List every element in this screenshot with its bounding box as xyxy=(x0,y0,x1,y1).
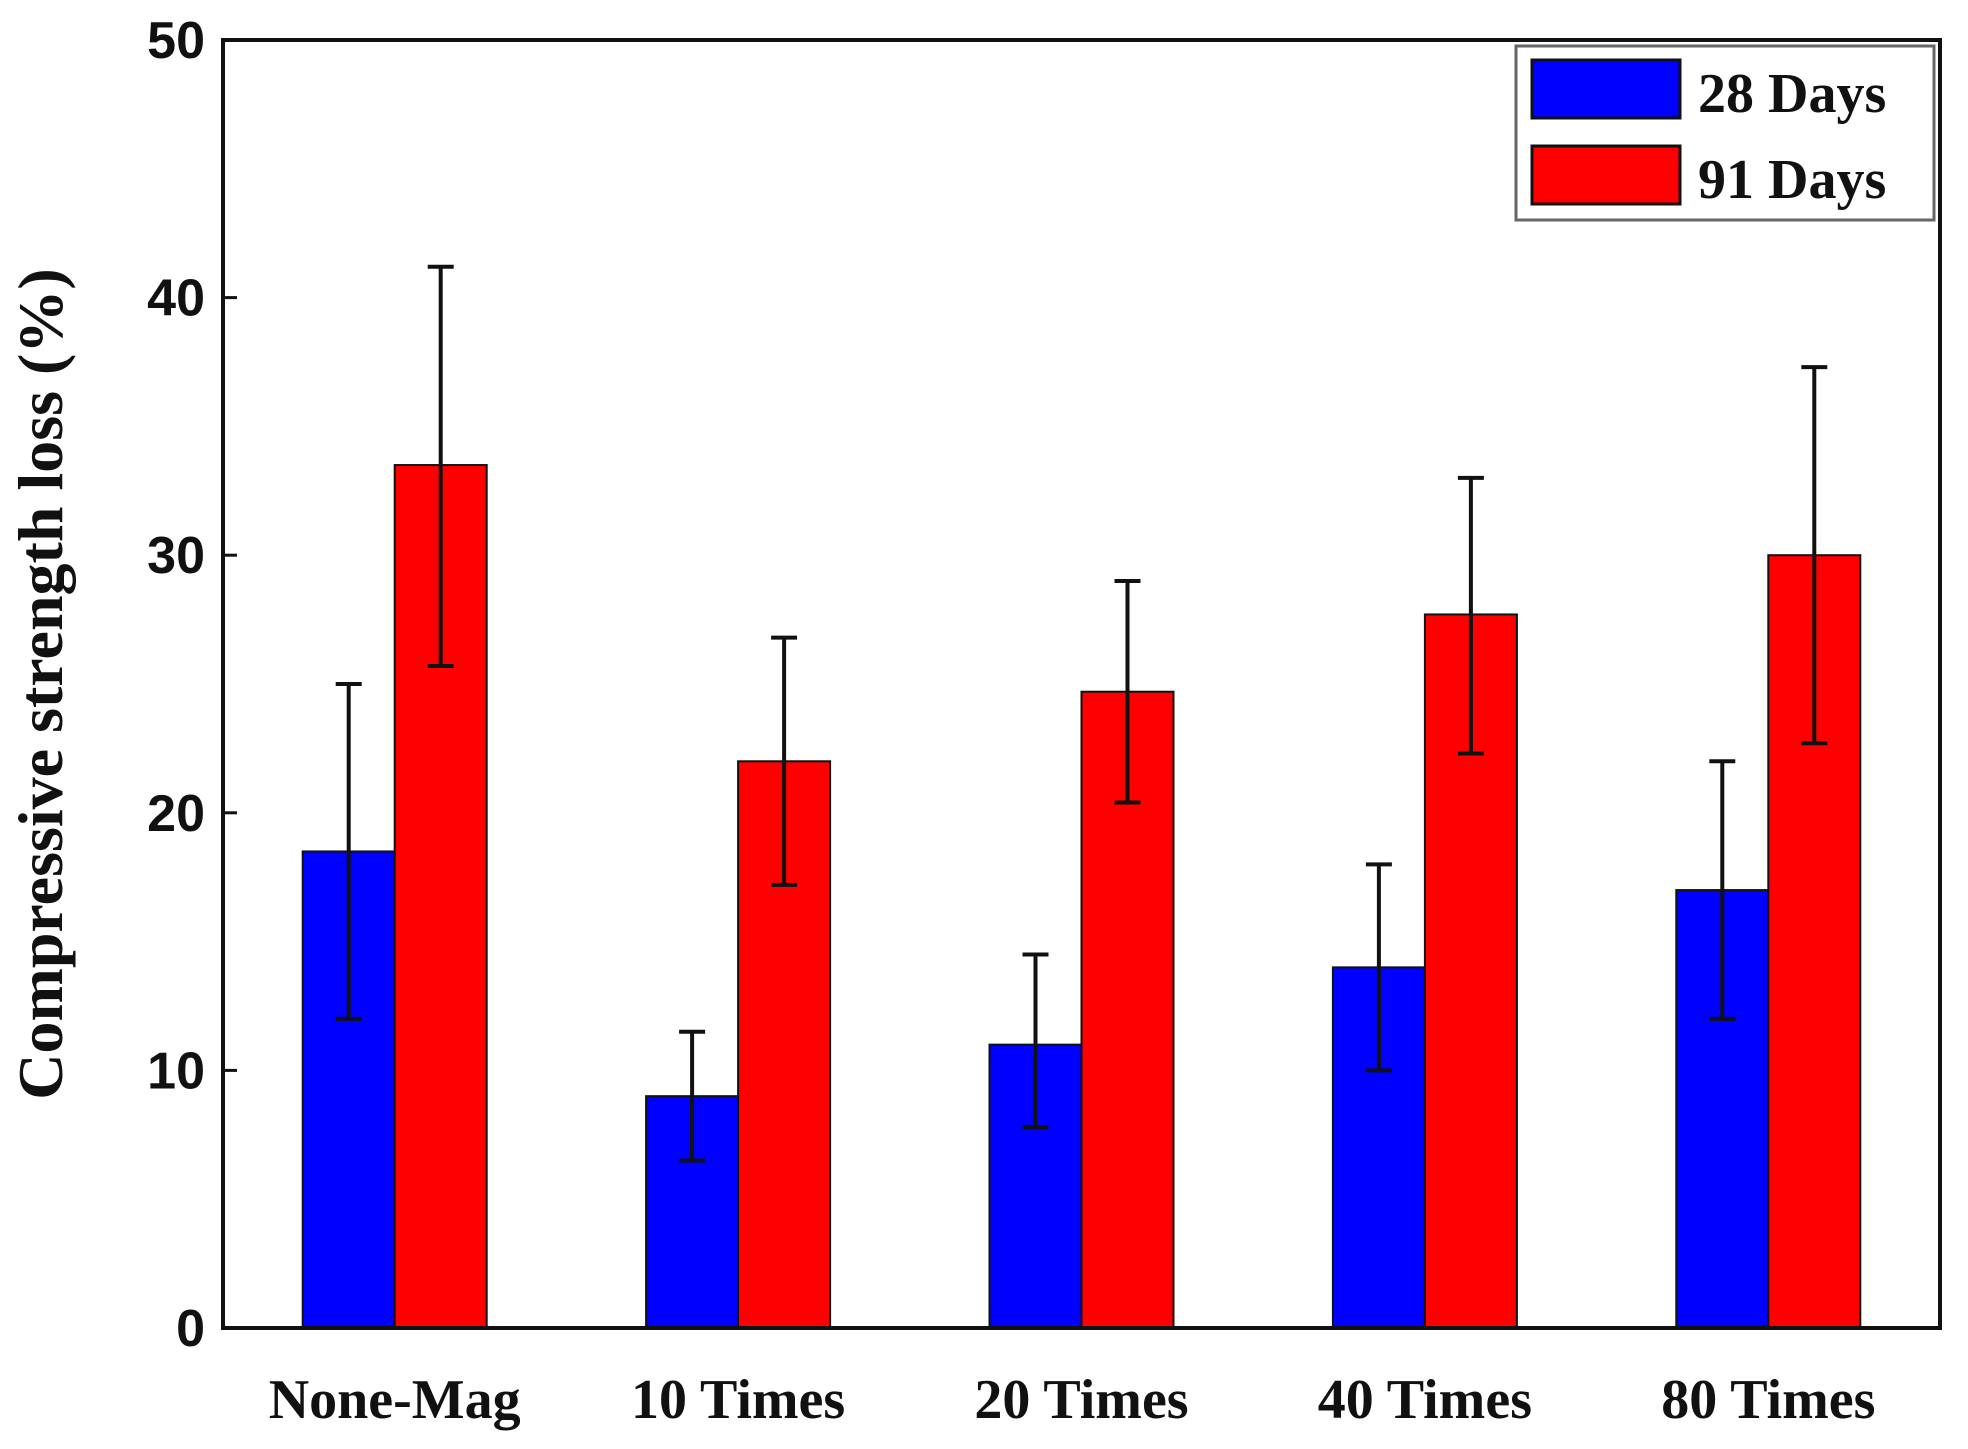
y-tick-label: 50 xyxy=(147,12,205,70)
error-bar-91-days-none-mag xyxy=(427,264,454,668)
x-axis: None-Mag 10 Times 20 Times 40 Times 80 Times xyxy=(269,1369,1876,1431)
error-bars-layer xyxy=(335,264,1828,1163)
x-tick-label: 20 Times xyxy=(974,1369,1188,1431)
y-axis: 0 10 20 30 40 50 xyxy=(147,12,237,1358)
x-tick-label: 80 Times xyxy=(1661,1369,1875,1431)
legend-swatch-91-days xyxy=(1530,144,1682,206)
y-tick-label: 40 xyxy=(147,270,205,328)
error-bar-91-days-10-times xyxy=(771,635,798,887)
error-bar-28-days-10-times xyxy=(679,1029,706,1163)
y-tick-label: 0 xyxy=(176,1300,205,1358)
x-tick-label: None-Mag xyxy=(269,1369,521,1431)
error-bar-91-days-20-times xyxy=(1114,578,1141,805)
error-bar-28-days-20-times xyxy=(1022,952,1049,1130)
y-tick-label: 30 xyxy=(147,527,205,585)
y-tick-label: 20 xyxy=(147,785,205,843)
y-axis-label: Compressive strength loss (%) xyxy=(5,268,76,1099)
legend-label-28-days: 28 Days xyxy=(1698,63,1886,125)
legend-swatch-28-days xyxy=(1530,58,1682,120)
legend: 28 Days 91 Days xyxy=(1514,44,1936,222)
y-tick-label: 10 xyxy=(147,1042,205,1100)
error-bar-91-days-80-times xyxy=(1801,365,1828,746)
legend-label-91-days: 91 Days xyxy=(1698,149,1886,211)
error-bar-28-days-80-times xyxy=(1709,759,1736,1021)
error-bar-28-days-none-mag xyxy=(335,682,362,1021)
x-tick-label: 10 Times xyxy=(631,1369,845,1431)
plot-frame xyxy=(221,38,1942,1330)
x-tick-label: 40 Times xyxy=(1318,1369,1532,1431)
bars-layer xyxy=(301,464,1862,1330)
error-bar-28-days-40-times xyxy=(1365,862,1392,1073)
error-bar-91-days-40-times xyxy=(1457,475,1484,756)
